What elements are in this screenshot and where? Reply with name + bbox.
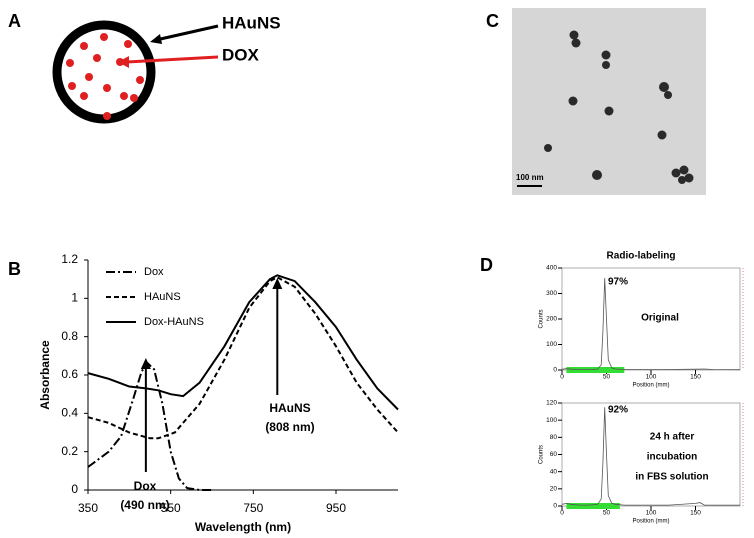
series-line <box>87 276 399 440</box>
panel-label: D <box>480 255 493 275</box>
annotation: 92% <box>608 405 628 416</box>
series-line <box>87 362 212 491</box>
y-tick-label: 100 <box>546 417 557 424</box>
y-tick-label: 20 <box>550 486 558 493</box>
annotation: incubation <box>647 452 698 463</box>
y-tick-label: 200 <box>546 316 557 323</box>
y-tick-label: 1 <box>71 291 78 305</box>
annotation: HAuNS <box>269 401 310 415</box>
x-axis-label: Wavelength (nm) <box>195 520 291 534</box>
arrow <box>125 55 219 64</box>
region-of-interest <box>566 367 625 373</box>
x-tick-label: 50 <box>603 510 611 517</box>
tem-image <box>512 8 706 195</box>
x-tick-label: 950 <box>326 501 346 515</box>
y-axis-label: Absorbance <box>38 340 52 410</box>
annotation: in FBS solution <box>635 472 708 483</box>
annotation: 97% <box>608 277 628 288</box>
series-line <box>87 274 399 411</box>
annotation: (490 nm) <box>120 498 169 512</box>
annotation: 24 h after <box>650 432 695 443</box>
y-tick-label: 0.6 <box>61 367 78 381</box>
x-axis-label: Position (mm) <box>632 383 669 389</box>
arrow <box>155 24 219 42</box>
y-tick-label: 0 <box>71 482 78 496</box>
label: HAuNS <box>222 13 281 32</box>
region-of-interest <box>566 503 620 509</box>
legend-label: HAuNS <box>144 291 181 303</box>
micrograph: 100 nm <box>512 8 706 195</box>
y-tick-label: 60 <box>550 451 558 458</box>
legend-label: Dox-HAuNS <box>144 316 204 328</box>
x-tick-label: 100 <box>646 510 657 517</box>
y-tick-label: 0.8 <box>61 329 78 343</box>
y-tick-label: 40 <box>550 468 558 475</box>
x-tick-label: 150 <box>690 510 701 517</box>
label: DOX <box>222 45 260 64</box>
panel-label: A <box>8 11 21 31</box>
series-line <box>561 407 740 506</box>
arrow-head <box>118 56 129 68</box>
y-tick-label: 300 <box>546 290 557 297</box>
x-tick-label: 350 <box>78 501 98 515</box>
panel-label: B <box>8 259 21 279</box>
charts: 0 0.2 0.4 0.6 0.8 1 1.2 350 550 750 950 Wavelength … <box>38 251 744 534</box>
x-axis-label: Position (mm) <box>632 519 669 525</box>
legend-label: Dox <box>144 266 164 278</box>
x-tick-label: 750 <box>243 501 263 515</box>
x-tick-label: 150 <box>690 374 701 381</box>
y-tick-label: 0.2 <box>61 444 78 458</box>
y-tick-label: 1.2 <box>61 252 78 266</box>
x-tick-label: 50 <box>603 374 611 381</box>
chart-title: Radio-labeling <box>607 251 676 262</box>
y-tick-label: 120 <box>546 400 557 407</box>
y-tick-label: 100 <box>546 341 557 348</box>
x-tick-label: 550 <box>161 501 181 515</box>
arrow-head <box>272 278 283 289</box>
y-axis-label: Counts <box>539 309 545 328</box>
scale-bar-label: 100 nm <box>516 173 544 182</box>
y-axis-label: Counts <box>539 445 545 464</box>
arrow-head <box>150 34 162 44</box>
x-tick-label: 0 <box>560 510 564 517</box>
schematic: HAuNS DOX <box>52 13 281 124</box>
annotation: (808 nm) <box>265 420 314 434</box>
particles <box>544 30 694 184</box>
y-tick-label: 0 <box>553 503 557 510</box>
y-tick-label: 0 <box>553 367 557 374</box>
drug-dots <box>66 33 144 120</box>
y-tick-label: 0.4 <box>61 406 78 420</box>
y-tick-label: 80 <box>550 434 558 441</box>
annotation: Original <box>641 313 679 324</box>
arrow-head <box>140 358 151 369</box>
x-tick-label: 100 <box>646 374 657 381</box>
panel-label: C <box>486 11 499 31</box>
series-line <box>561 278 741 371</box>
x-tick-label: 0 <box>560 374 564 381</box>
annotation: Dox <box>134 479 157 493</box>
y-tick-label: 400 <box>546 265 557 272</box>
